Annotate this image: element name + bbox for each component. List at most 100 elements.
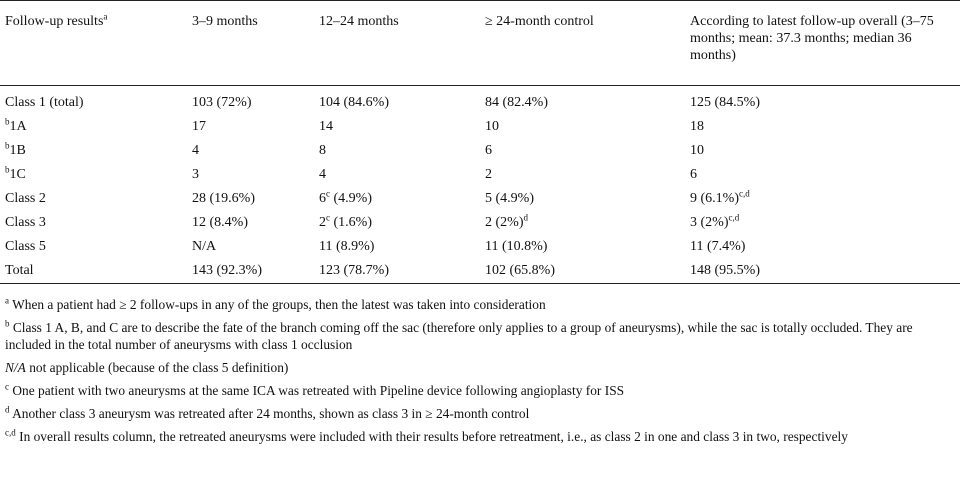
row-label: Class 3: [0, 210, 187, 234]
cell-value: 3: [192, 166, 199, 182]
table-row: b1A 17 14 10 18: [0, 114, 960, 138]
row-label: b1C: [0, 162, 187, 186]
header-3-9-months: 3–9 months: [187, 0, 314, 86]
table-cell: 18: [685, 114, 960, 138]
table-cell: 3 (2%)c,d: [685, 210, 960, 234]
cell-value: 104 (84.6%): [319, 95, 389, 110]
table-cell: N/A: [187, 234, 314, 258]
cell-value: 6: [690, 166, 697, 182]
footnote-ref: b: [5, 115, 10, 126]
table-cell: 4: [187, 138, 314, 162]
footnote: c One patient with two aneurysms at the …: [5, 382, 955, 399]
row-label: Total: [0, 257, 187, 284]
table-cell: 2c (1.6%): [314, 210, 480, 234]
footnote: c,d In overall results column, the retre…: [5, 428, 955, 445]
cell-value: 17: [192, 118, 206, 134]
footnotes: a When a patient had ≥ 2 follow-ups in a…: [5, 296, 955, 451]
cell-value: 11 (8.9%): [319, 238, 375, 254]
footnote-text: When a patient had ≥ 2 follow-ups in any…: [12, 297, 546, 312]
cell-value: 5 (4.9%): [485, 190, 534, 206]
table-cell: 8: [314, 138, 480, 162]
header-text: Follow-up results: [5, 14, 104, 29]
table-body: Class 1 (total) 103 (72%) 104 (84.6%) 84 (8…: [0, 86, 960, 284]
follow-up-results-table: Follow-up resultsa 3–9 months 12–24 mont…: [0, 0, 960, 284]
cell-value: 8: [319, 142, 326, 158]
table-cell: 10: [685, 138, 960, 162]
cell-value: 84 (82.4%): [485, 95, 548, 110]
footnote-ref: b: [5, 163, 10, 174]
table-cell: 28 (19.6%): [187, 186, 314, 210]
header-follow-up-results: Follow-up resultsa: [0, 0, 187, 86]
row-label-text: Total: [5, 262, 34, 278]
table-row: Class 2 28 (19.6%) 6c (4.9%) 5 (4.9%) 9 (6.1…: [0, 186, 960, 210]
table-cell: 10: [480, 114, 685, 138]
table-cell: 11 (10.8%): [480, 234, 685, 258]
table-cell: 17: [187, 114, 314, 138]
row-label-text: 1A: [9, 118, 27, 134]
row-label: Class 5: [0, 234, 187, 258]
header-12-24-months: 12–24 months: [314, 0, 480, 86]
table-cell: 148 (95.5%): [685, 257, 960, 284]
row-label: b1A: [0, 114, 187, 138]
table-cell: 3: [187, 162, 314, 186]
table-row: Total 143 (92.3%) 123 (78.7%) 102 (65.8%) 14…: [0, 257, 960, 284]
table-cell: 102 (65.8%): [480, 257, 685, 284]
table-row: Class 5 N/A 11 (8.9%) 11 (10.8%) 11 (7.4%): [0, 234, 960, 258]
cell-value: 102 (65.8%): [485, 262, 555, 278]
table-cell: 123 (78.7%): [314, 257, 480, 284]
footnote-text: In overall results column, the retreated…: [19, 429, 848, 444]
header-latest-follow-up-overall: According to latest follow-up overall (3…: [685, 0, 960, 86]
cell-value: 6: [485, 142, 492, 158]
cell-value: 11 (10.8%): [485, 238, 548, 254]
table-row: b1B 4 8 6 10: [0, 138, 960, 162]
cell-value: 123 (78.7%): [319, 262, 389, 278]
table-cell: 11 (7.4%): [685, 234, 960, 258]
table-header: Follow-up resultsa 3–9 months 12–24 mont…: [0, 0, 960, 86]
cell-value: 18: [690, 118, 704, 134]
row-label: Class 1 (total): [0, 86, 187, 114]
cell-value: 12 (8.4%): [192, 214, 248, 230]
cell-value: 9 (6.1%): [690, 190, 739, 206]
table-cell: 6: [480, 138, 685, 162]
footnote-mark: c: [5, 381, 9, 392]
table-cell: 2 (2%)d: [480, 210, 685, 234]
row-label: Class 2: [0, 186, 187, 210]
row-label-text: Class 5: [5, 238, 46, 254]
table-row: Class 1 (total) 103 (72%) 104 (84.6%) 84 (8…: [0, 86, 960, 114]
table-cell: 103 (72%): [187, 86, 314, 114]
table-row: Class 3 12 (8.4%) 2c (1.6%) 2 (2%)d 3 (2%)c,…: [0, 210, 960, 234]
row-label: b1B: [0, 138, 187, 162]
table-cell: 11 (8.9%): [314, 234, 480, 258]
footnote-mark: c,d: [5, 427, 16, 438]
cell-value: 11 (7.4%): [690, 238, 746, 254]
cell-value: 125 (84.5%): [690, 95, 760, 110]
footnote: b Class 1 A, B, and C are to describe th…: [5, 319, 955, 353]
footnote-ref: c,d: [728, 211, 740, 222]
table-cell: 4: [314, 162, 480, 186]
cell-value: 143 (92.3%): [192, 262, 262, 278]
table-cell: 104 (84.6%): [314, 86, 480, 114]
footnote-mark: a: [5, 295, 9, 306]
header-row: Follow-up resultsa 3–9 months 12–24 mont…: [0, 0, 960, 86]
footnote-text: One patient with two aneurysms at the sa…: [12, 383, 625, 398]
footnote-mark: b: [5, 318, 10, 329]
cell-value: 10: [690, 142, 704, 158]
table-cell: 84 (82.4%): [480, 86, 685, 114]
row-label-text: 1C: [9, 166, 26, 182]
row-label-text: 1B: [9, 142, 26, 158]
footnote-mark: d: [5, 404, 10, 415]
cell-value: 2: [485, 166, 492, 182]
table-cell: 6: [685, 162, 960, 186]
cell-value: 3 (2%): [690, 214, 729, 230]
footnote: a When a patient had ≥ 2 follow-ups in a…: [5, 296, 955, 313]
cell-value: 14: [319, 118, 333, 134]
footnote-text: Another class 3 aneurysm was retreated a…: [12, 406, 530, 421]
table-cell: 9 (6.1%)c,d: [685, 186, 960, 210]
row-label-text: Class 1 (total): [5, 95, 84, 110]
table-cell: 2: [480, 162, 685, 186]
footnote-ref: c: [326, 187, 330, 198]
cell-value-suffix: (4.9%): [330, 190, 373, 206]
cell-value: N/A: [192, 238, 217, 254]
table-row: b1C 3 4 2 6: [0, 162, 960, 186]
footnote: N/A not applicable (because of the class…: [5, 359, 955, 376]
